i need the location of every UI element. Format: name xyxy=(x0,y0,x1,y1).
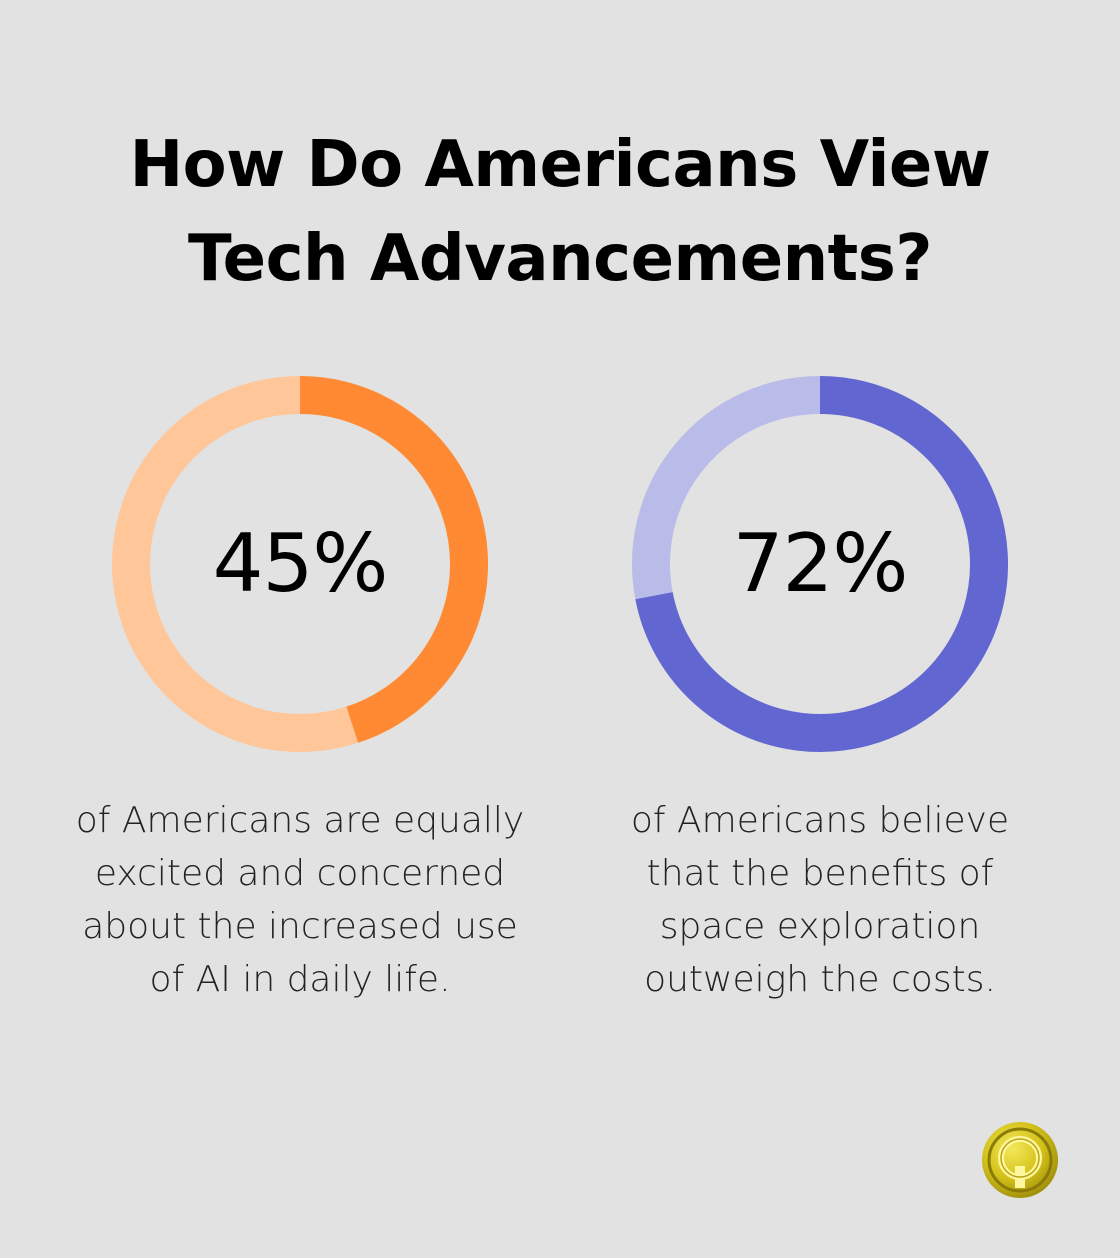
stat-card-ai: 45% of Americans are equally excited and… xyxy=(76,374,524,1000)
stat-caption-ai: of Americans are equally excited and con… xyxy=(75,800,525,1000)
donut-svg-space xyxy=(632,376,1008,752)
donut-chart-space: 72% xyxy=(630,374,1010,754)
donut-chart-ai: 45% xyxy=(110,374,490,754)
donut-svg-ai xyxy=(112,376,488,752)
stat-value-ai: 45% xyxy=(212,517,389,610)
donut-remainder-arc-space xyxy=(632,376,821,600)
stat-value-space: 72% xyxy=(732,517,909,610)
title-line-1: How Do Americans View xyxy=(129,128,991,202)
q-coin-logo-icon xyxy=(980,1120,1060,1200)
stat-caption-space: of Americans believe that the benefits o… xyxy=(630,800,1010,1000)
donut-remainder-arc-ai xyxy=(112,376,359,752)
donut-value-arc-space xyxy=(635,376,1008,752)
stat-card-space: 72% of Americans believe that the benefi… xyxy=(630,374,1010,1000)
page-title: How Do Americans View Tech Advancements? xyxy=(0,118,1120,306)
title-line-2: Tech Advancements? xyxy=(188,222,932,296)
donut-value-arc-ai xyxy=(299,376,488,743)
